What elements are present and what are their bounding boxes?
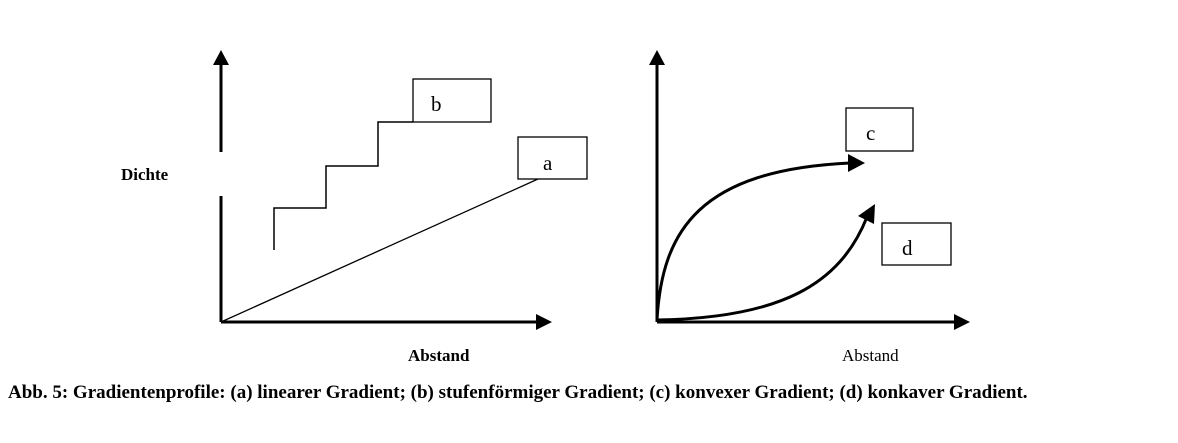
left-y-axis-arrowhead	[213, 50, 229, 65]
left-x-axis-arrowhead	[536, 314, 552, 330]
concave-gradient-curve	[656, 216, 869, 322]
label-box-d	[881, 222, 952, 266]
right-y-axis-arrowhead	[649, 50, 665, 65]
left-x-axis-label: Abstand	[408, 346, 470, 365]
label-box-a	[517, 136, 588, 180]
label-a: a	[543, 151, 553, 175]
left-y-axis-label: Dichte	[121, 165, 169, 184]
label-b: b	[431, 92, 442, 116]
linear-gradient-line	[220, 178, 539, 323]
right-diagram: c d Abstand	[649, 50, 970, 365]
figure-caption: Abb. 5: Gradientenprofile: (a) linearer …	[8, 382, 1028, 403]
convex-gradient-arrowhead	[848, 154, 865, 172]
label-d: d	[902, 236, 913, 260]
label-c: c	[866, 121, 875, 145]
left-diagram: a b Dichte Abstand	[121, 50, 588, 365]
right-x-axis-arrowhead	[954, 314, 970, 330]
gradient-profile-figure: a b Dichte Abstand c d Abstand	[121, 50, 970, 365]
label-box-c	[845, 107, 914, 152]
label-box-b	[412, 78, 492, 123]
concave-gradient-arrowhead	[858, 204, 875, 224]
right-x-axis-label: Abstand	[842, 346, 899, 365]
convex-gradient-curve	[655, 161, 851, 321]
step-gradient-line	[273, 121, 413, 250]
